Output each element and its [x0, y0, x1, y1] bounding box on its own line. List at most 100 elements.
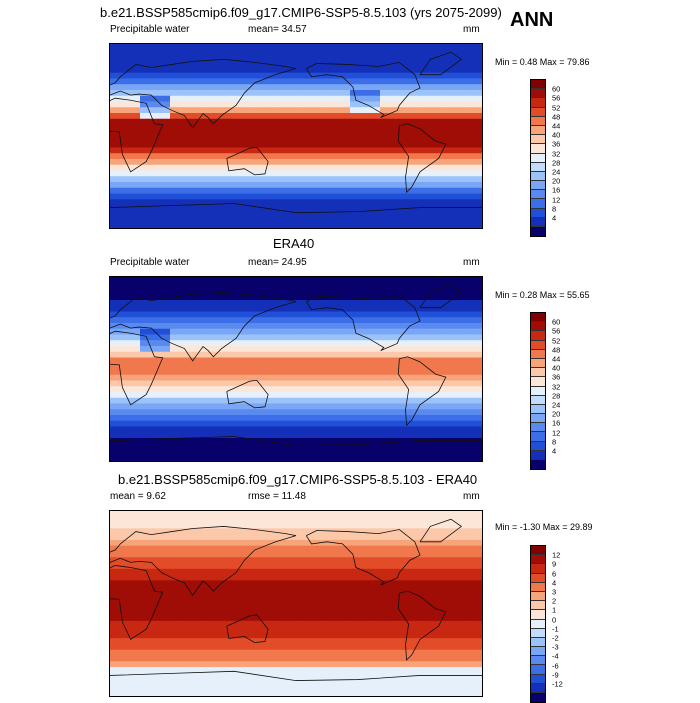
colorbar-box [531, 359, 545, 368]
colorbar-box [531, 135, 545, 144]
panel3-map [109, 510, 483, 697]
main-title: b.e21.BSSP585cmip6.f09_g17.CMIP6-SSP5-8.… [100, 5, 502, 20]
colorbar-tick-label: 24 [552, 168, 560, 177]
colorbar-tick-label: -9 [552, 670, 559, 679]
colorbar-box [531, 181, 545, 190]
colorbar-box [531, 322, 545, 331]
colorbar-tick-label: 52 [552, 336, 560, 345]
colorbar-box [531, 574, 545, 583]
colorbar-box [531, 583, 545, 592]
colorbar-box [531, 432, 545, 441]
colorbar-tick-label: -4 [552, 652, 559, 661]
colorbar-box [531, 227, 545, 236]
panel1-units-label: mm [463, 24, 480, 35]
colorbar-tick-label: 6 [552, 569, 556, 578]
colorbar-box [531, 629, 545, 638]
colorbar-box [531, 610, 545, 619]
colorbar-tick-label: 20 [552, 410, 560, 419]
colorbar-tick-label: 52 [552, 103, 560, 112]
colorbar-box [531, 675, 545, 684]
colorbar-tick-label: 1 [552, 606, 556, 615]
colorbar-tick-label: 8 [552, 204, 556, 213]
colorbar-tick-label: 9 [552, 560, 556, 569]
colorbar-box [531, 313, 545, 322]
colorbar-box [531, 368, 545, 377]
colorbar-tick-label: -1 [552, 624, 559, 633]
colorbar-box [531, 656, 545, 665]
panel1-map [109, 43, 483, 229]
colorbar-box [531, 117, 545, 126]
colorbar-box [531, 423, 545, 432]
colorbar-tick-label: 2 [552, 597, 556, 606]
colorbar-box [531, 665, 545, 674]
panel3-colorbar [530, 545, 546, 703]
panel3-units-label: mm [463, 491, 480, 502]
colorbar-box [531, 108, 545, 117]
colorbar-box [531, 405, 545, 414]
colorbar-tick-label: 32 [552, 149, 560, 158]
colorbar-box [531, 546, 545, 555]
colorbar-box [531, 350, 545, 359]
colorbar-box [531, 126, 545, 135]
colorbar-tick-label: 3 [552, 588, 556, 597]
colorbar-tick-label: 0 [552, 615, 556, 624]
colorbar-box [531, 647, 545, 656]
colorbar-tick-label: -3 [552, 643, 559, 652]
colorbar-tick-label: 28 [552, 158, 560, 167]
colorbar-box [531, 684, 545, 693]
colorbar-tick-label: 32 [552, 382, 560, 391]
colorbar-box [531, 377, 545, 386]
colorbar-tick-label: -2 [552, 634, 559, 643]
colorbar-box [531, 396, 545, 405]
season-label: ANN [510, 9, 553, 32]
colorbar-box [531, 163, 545, 172]
colorbar-box [531, 442, 545, 451]
colorbar-box [531, 144, 545, 153]
colorbar-box [531, 638, 545, 647]
colorbar-tick-label: 48 [552, 112, 560, 121]
colorbar-tick-label: 36 [552, 140, 560, 149]
panel3-title: b.e21.BSSP585cmip6.f09_g17.CMIP6-SSP5-8.… [118, 472, 477, 487]
colorbar-box [531, 218, 545, 227]
colorbar-tick-label: 20 [552, 177, 560, 186]
panel2-units-label: mm [463, 257, 480, 268]
panel1-minmax: Min = 0.48 Max = 79.86 [495, 57, 590, 67]
panel1-colorbar [530, 79, 546, 237]
colorbar-tick-label: 24 [552, 401, 560, 410]
colorbar-tick-label: 36 [552, 373, 560, 382]
panel2-minmax: Min = 0.28 Max = 55.65 [495, 290, 590, 300]
panel3-mean-label: mean = 9.62 [110, 491, 166, 502]
colorbar-box [531, 387, 545, 396]
colorbar-box [531, 555, 545, 564]
panel2-variable-label: Precipitable water [110, 257, 189, 268]
colorbar-box [531, 80, 545, 89]
colorbar-tick-label: 60 [552, 318, 560, 327]
colorbar-tick-label: 56 [552, 327, 560, 336]
panel2-colorbar [530, 312, 546, 470]
colorbar-box [531, 98, 545, 107]
colorbar-tick-label: 12 [552, 428, 560, 437]
panel3-minmax: Min = -1.30 Max = 29.89 [495, 522, 593, 532]
colorbar-tick-label: 12 [552, 551, 560, 560]
colorbar-box [531, 601, 545, 610]
panel3-rmse-label: rmse = 11.48 [248, 491, 306, 502]
colorbar-box [531, 451, 545, 460]
colorbar-box [531, 460, 545, 469]
panel2-title: ERA40 [273, 236, 314, 251]
colorbar-box [531, 172, 545, 181]
colorbar-box [531, 199, 545, 208]
colorbar-box [531, 154, 545, 163]
panel2-mean-label: mean= 24.95 [248, 257, 307, 268]
colorbar-tick-label: 56 [552, 94, 560, 103]
colorbar-box [531, 693, 545, 702]
colorbar-tick-label: 44 [552, 122, 560, 131]
colorbar-box [531, 592, 545, 601]
panel1-variable-label: Precipitable water [110, 24, 189, 35]
colorbar-box [531, 341, 545, 350]
colorbar-tick-label: 60 [552, 85, 560, 94]
colorbar-box [531, 620, 545, 629]
colorbar-tick-label: 12 [552, 195, 560, 204]
colorbar-tick-label: 28 [552, 391, 560, 400]
colorbar-tick-label: 16 [552, 186, 560, 195]
colorbar-box [531, 564, 545, 573]
